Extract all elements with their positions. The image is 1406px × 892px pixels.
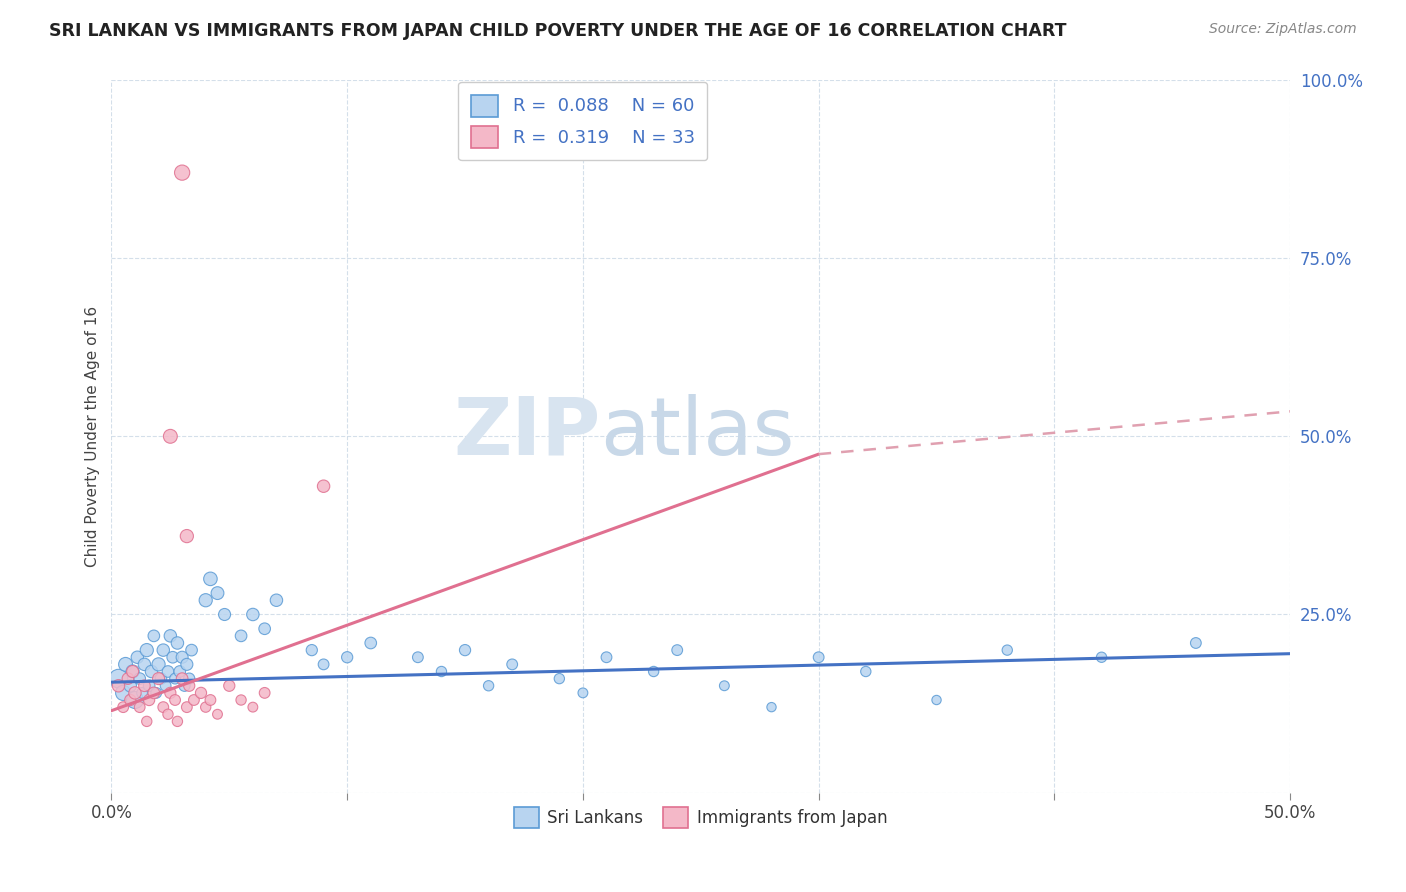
Point — [995, 643, 1018, 657]
Point — [135, 643, 157, 657]
Point — [156, 665, 179, 679]
Point — [145, 686, 167, 700]
Point — [194, 593, 217, 607]
Point — [138, 679, 160, 693]
Point — [107, 672, 129, 686]
Point — [666, 643, 689, 657]
Point — [120, 693, 142, 707]
Point — [117, 672, 139, 686]
Point — [172, 672, 194, 686]
Point — [128, 700, 150, 714]
Point — [138, 693, 160, 707]
Y-axis label: Child Poverty Under the Age of 16: Child Poverty Under the Age of 16 — [86, 306, 100, 567]
Point — [148, 657, 170, 672]
Text: atlas: atlas — [600, 393, 794, 472]
Point — [190, 686, 212, 700]
Legend: Sri Lankans, Immigrants from Japan: Sri Lankans, Immigrants from Japan — [508, 800, 894, 834]
Point — [478, 679, 501, 693]
Point — [134, 679, 156, 693]
Point — [179, 672, 201, 686]
Point — [169, 665, 191, 679]
Point — [124, 686, 146, 700]
Point — [266, 593, 288, 607]
Point — [430, 665, 453, 679]
Point — [253, 686, 276, 700]
Point — [127, 650, 149, 665]
Point — [360, 636, 382, 650]
Point — [120, 679, 142, 693]
Point — [643, 665, 665, 679]
Point — [200, 572, 222, 586]
Point — [152, 700, 174, 714]
Point — [173, 679, 195, 693]
Point — [121, 665, 143, 679]
Point — [165, 672, 187, 686]
Point — [194, 700, 217, 714]
Point — [454, 643, 477, 657]
Point — [155, 679, 177, 693]
Point — [131, 686, 153, 700]
Point — [207, 707, 229, 722]
Point — [165, 693, 187, 707]
Point — [301, 643, 323, 657]
Point — [229, 693, 252, 707]
Text: Source: ZipAtlas.com: Source: ZipAtlas.com — [1209, 22, 1357, 37]
Point — [218, 679, 240, 693]
Point — [312, 479, 335, 493]
Point — [242, 700, 264, 714]
Point — [112, 700, 135, 714]
Point — [159, 429, 181, 443]
Point — [172, 166, 194, 180]
Point — [925, 693, 948, 707]
Point — [166, 714, 188, 729]
Point — [166, 636, 188, 650]
Point — [179, 679, 201, 693]
Point — [501, 657, 523, 672]
Point — [761, 700, 783, 714]
Point — [121, 665, 143, 679]
Point — [183, 693, 205, 707]
Point — [162, 650, 184, 665]
Point — [572, 686, 595, 700]
Point — [114, 657, 136, 672]
Point — [242, 607, 264, 622]
Point — [134, 657, 156, 672]
Point — [1185, 636, 1208, 650]
Point — [148, 672, 170, 686]
Point — [112, 686, 135, 700]
Point — [406, 650, 429, 665]
Point — [156, 707, 179, 722]
Point — [713, 679, 735, 693]
Point — [142, 686, 165, 700]
Point — [855, 665, 877, 679]
Point — [124, 693, 146, 707]
Point — [176, 700, 198, 714]
Point — [176, 529, 198, 543]
Point — [200, 693, 222, 707]
Text: ZIP: ZIP — [453, 393, 600, 472]
Point — [180, 643, 202, 657]
Point — [159, 686, 181, 700]
Point — [207, 586, 229, 600]
Point — [128, 672, 150, 686]
Point — [152, 643, 174, 657]
Point — [135, 714, 157, 729]
Point — [336, 650, 359, 665]
Point — [229, 629, 252, 643]
Point — [595, 650, 617, 665]
Point — [176, 657, 198, 672]
Point — [807, 650, 830, 665]
Point — [142, 629, 165, 643]
Point — [1090, 650, 1112, 665]
Point — [141, 665, 163, 679]
Point — [548, 672, 571, 686]
Point — [107, 679, 129, 693]
Point — [253, 622, 276, 636]
Point — [159, 629, 181, 643]
Point — [149, 672, 172, 686]
Text: SRI LANKAN VS IMMIGRANTS FROM JAPAN CHILD POVERTY UNDER THE AGE OF 16 CORRELATIO: SRI LANKAN VS IMMIGRANTS FROM JAPAN CHIL… — [49, 22, 1067, 40]
Point — [172, 650, 194, 665]
Point — [312, 657, 335, 672]
Point — [214, 607, 236, 622]
